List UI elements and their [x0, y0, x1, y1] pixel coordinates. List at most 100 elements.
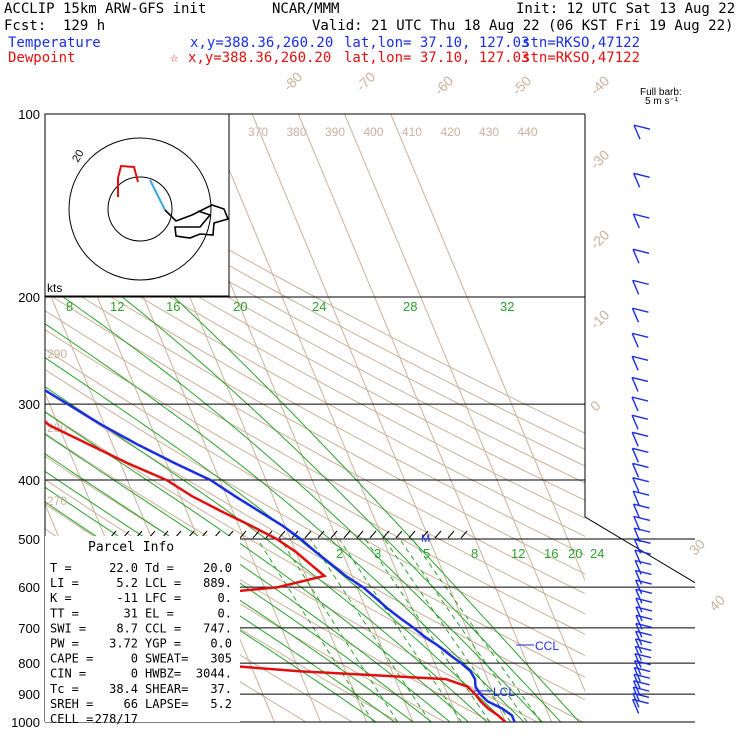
wind-barb — [635, 606, 643, 622]
pressure-tick-label: 300 — [18, 397, 40, 412]
dry-adiabat-line — [45, 310, 585, 615]
dry-adiabat-line — [45, 238, 585, 537]
hatch-mark — [304, 530, 312, 539]
hatch-mark — [382, 530, 390, 539]
parcel-field-label: EL = — [145, 606, 174, 620]
theta-label: 440 — [518, 125, 538, 139]
wind-barb — [635, 623, 643, 638]
parcel-field-value: 0 — [131, 667, 138, 681]
isotherm-label: -70 — [353, 68, 379, 94]
hatch-mark — [395, 530, 403, 539]
pressure-tick-label: 600 — [18, 580, 40, 595]
dry-adiabat-line — [45, 368, 585, 678]
dry-adiabat-line — [45, 432, 538, 722]
wind-barb — [631, 414, 639, 430]
wind-barb — [631, 448, 639, 463]
mixing-ratio-label: 24 — [590, 546, 604, 561]
parcel-field-label: HWBZ= — [145, 667, 181, 681]
wind-barb-flag — [635, 630, 652, 637]
parcel-field-label: Tc = — [50, 682, 79, 696]
theta-e-label: 12 — [110, 299, 124, 314]
barb-title: Full barb: — [640, 87, 682, 98]
wind-barb-flag — [635, 614, 653, 621]
parcel-field-value: 0 — [131, 652, 138, 666]
parcel-field-label: TT = — [50, 606, 79, 620]
wind-barb — [632, 280, 640, 295]
isotherm-label: -50 — [509, 72, 535, 98]
wind-barb-flag — [632, 476, 650, 483]
isotherm-line — [344, 114, 585, 693]
mixing-ratio-label: 2 — [336, 546, 343, 561]
hodograph-trace-upper — [164, 204, 230, 239]
forecast-hour: Fcst: 129 h — [4, 18, 106, 34]
wind-barb — [631, 432, 639, 447]
mixing-ratio-label: 16 — [544, 546, 558, 561]
wind-barb — [631, 377, 639, 392]
wind-barb-flag — [634, 660, 651, 666]
wind-barb-flag — [631, 376, 649, 383]
pressure-tick-label: 500 — [18, 532, 40, 547]
isotherm-label: -20 — [587, 226, 613, 252]
wind-barb-flag — [633, 124, 651, 130]
wind-barb-flag — [631, 396, 649, 402]
hatch-mark — [460, 530, 468, 539]
parcel-field-value: 278/17 — [95, 712, 138, 726]
dry-adiabat-line — [45, 142, 585, 434]
wind-barb-flag — [634, 652, 652, 659]
parcel-field-label: CELL = — [50, 712, 93, 726]
wind-barb — [632, 248, 640, 264]
wind-barb-flag — [633, 686, 650, 692]
dry-adiabat-line — [45, 273, 585, 575]
parcel-field-value: 0. — [218, 606, 232, 620]
hatch-mark — [421, 530, 429, 539]
theta-label: 270 — [47, 494, 67, 508]
mixing-ratio-label: 3 — [374, 546, 381, 561]
parcel-field-label: CIN = — [50, 667, 86, 681]
isotherm-label: 40 — [706, 592, 728, 614]
wind-barb-flag — [635, 588, 653, 595]
theta-e-label: 24 — [312, 299, 326, 314]
wind-barb-flag — [631, 414, 649, 420]
hodograph-ring — [107, 176, 173, 242]
mixing-ratio-line — [338, 538, 463, 722]
parcel-field-value: 8.7 — [116, 621, 138, 635]
parcel-field-value: 38.4 — [109, 682, 138, 696]
wind-barb — [635, 615, 643, 630]
wind-barb-flag — [635, 622, 653, 629]
dry-adiabat-line — [45, 255, 585, 556]
wind-barb — [632, 173, 641, 188]
wind-barb — [634, 653, 642, 668]
level-marker-label: LCL — [493, 685, 515, 699]
parcel-field-label: T = — [50, 561, 72, 575]
dewpoint-xy: x,y=388.36,260.20 — [188, 50, 332, 66]
wind-barb-flag — [633, 515, 651, 522]
temperature-profile — [45, 388, 516, 722]
temperature-legend: Temperature — [8, 35, 101, 51]
wind-barb-flag — [631, 431, 649, 437]
isotherm-label: -40 — [587, 72, 613, 98]
parcel-field-label: LFC = — [145, 591, 181, 605]
wind-barb — [635, 579, 643, 595]
parcel-field-value: 37. — [210, 682, 232, 696]
wind-barb-flag — [633, 680, 650, 686]
hodograph-ring — [68, 137, 212, 281]
wind-barb-flag — [633, 503, 650, 509]
parcel-field-label: SHEAR= — [145, 682, 188, 696]
temperature-xy: x,y=388.36,260.20 — [190, 35, 334, 51]
wind-barb — [632, 213, 640, 229]
parcel-field-value: 3044. — [196, 667, 232, 681]
hodograph-trace-mid — [149, 179, 166, 211]
temperature-station: stn=RKSO,47122 — [522, 35, 641, 51]
mixing-ratio-line — [309, 538, 431, 722]
isotherm-label: -60 — [431, 72, 457, 98]
wind-barb-flag — [634, 527, 651, 533]
hatch-mark — [369, 530, 377, 539]
theta-label: 400 — [364, 125, 384, 139]
temperature-latlon: lat,lon= 37.10, 127.03 — [344, 35, 530, 51]
theta-label: 430 — [479, 125, 499, 139]
wind-barb — [632, 699, 640, 714]
dry-adiabat-line — [45, 188, 585, 484]
wind-barb-flag — [632, 490, 650, 496]
dry-adiabat-line — [45, 204, 585, 501]
